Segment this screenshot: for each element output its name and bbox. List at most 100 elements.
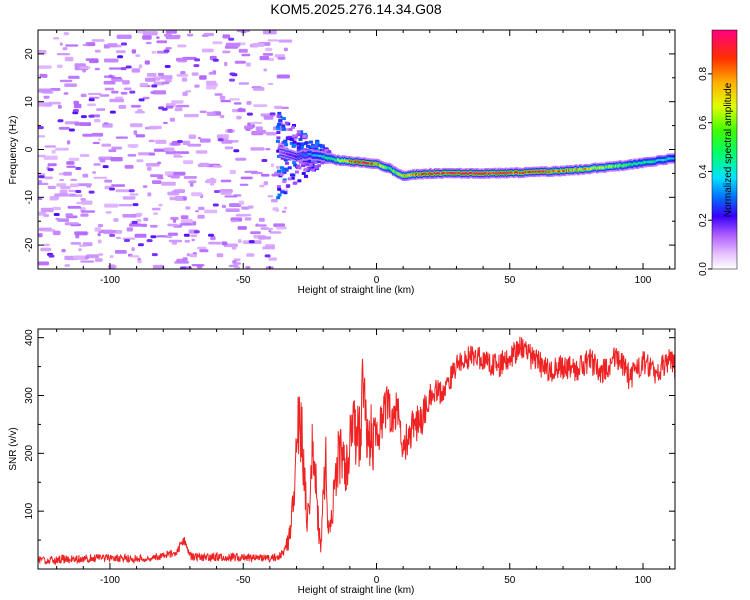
noise-cell bbox=[153, 81, 165, 86]
onset-cell bbox=[292, 144, 297, 148]
onset-cell bbox=[281, 167, 286, 171]
noise-cell bbox=[38, 261, 49, 266]
noise-cell bbox=[138, 64, 143, 69]
noise-cell bbox=[262, 246, 275, 250]
noise-cell bbox=[176, 140, 183, 143]
onset-cell bbox=[286, 184, 291, 188]
spectrogram-frame bbox=[37, 29, 676, 270]
noise-cell bbox=[142, 96, 150, 100]
noise-cell bbox=[125, 65, 132, 69]
onset-cell bbox=[311, 145, 315, 149]
onset-cell bbox=[296, 149, 301, 153]
onset-cell bbox=[294, 134, 298, 138]
noise-cell bbox=[62, 47, 68, 51]
noise-cell bbox=[73, 255, 86, 260]
noise-cell bbox=[38, 211, 47, 216]
noise-cell bbox=[109, 187, 115, 191]
noise-cell bbox=[233, 102, 242, 105]
y-tick-label: 300 bbox=[24, 387, 35, 404]
onset-cell bbox=[292, 181, 297, 185]
noise-cell bbox=[94, 49, 101, 53]
onset-cell bbox=[292, 161, 297, 164]
noise-cell bbox=[115, 189, 130, 193]
noise-cell bbox=[210, 236, 216, 241]
noise-cell bbox=[161, 181, 176, 186]
noise-cell bbox=[152, 90, 167, 95]
noise-cell bbox=[224, 146, 234, 150]
noise-cell bbox=[115, 236, 122, 240]
noise-cell bbox=[99, 94, 110, 97]
onset-cell bbox=[304, 167, 309, 171]
noise-cell bbox=[204, 209, 218, 214]
onset-cell bbox=[297, 179, 302, 183]
noise-cell bbox=[252, 87, 265, 91]
noise-cell bbox=[180, 215, 189, 219]
noise-cell bbox=[74, 231, 88, 236]
noise-cell bbox=[48, 254, 55, 258]
noise-cell bbox=[88, 190, 95, 194]
noise-cell bbox=[92, 171, 97, 174]
noise-cell bbox=[255, 224, 267, 227]
noise-cell bbox=[67, 205, 81, 209]
noise-cell bbox=[97, 239, 102, 244]
noise-cell bbox=[153, 76, 162, 79]
noise-cell bbox=[109, 110, 116, 114]
noise-cell bbox=[161, 107, 168, 111]
noise-cell bbox=[171, 142, 181, 146]
onset-cell bbox=[277, 193, 282, 197]
noise-cell bbox=[65, 44, 79, 47]
noise-cell bbox=[127, 144, 139, 148]
noise-cell bbox=[168, 239, 183, 243]
noise-cell bbox=[186, 253, 191, 257]
onset-cell bbox=[291, 173, 296, 177]
noise-cell bbox=[238, 82, 250, 85]
noise-cell bbox=[88, 114, 95, 118]
noise-cell bbox=[80, 198, 86, 201]
noise-cell bbox=[258, 236, 272, 240]
noise-cell bbox=[135, 54, 141, 57]
noise-cell bbox=[184, 90, 192, 93]
noise-cell bbox=[70, 178, 77, 181]
noise-cell bbox=[70, 242, 81, 245]
noise-cell bbox=[165, 105, 174, 109]
onset-cell bbox=[307, 167, 312, 170]
noise-cell bbox=[269, 112, 276, 116]
colorbar-tick-label: 0.6 bbox=[698, 115, 709, 129]
noise-cell bbox=[283, 47, 288, 52]
snr-ticks: -100 -50 0 50 100 100 200 300 400 bbox=[24, 329, 675, 586]
noise-cell bbox=[229, 169, 236, 175]
noise-cell bbox=[123, 87, 132, 91]
noise-cell bbox=[174, 107, 183, 112]
noise-cell bbox=[98, 253, 104, 256]
noise-cell bbox=[229, 98, 240, 101]
noise-cell bbox=[208, 241, 222, 245]
x-tick-label: -50 bbox=[236, 275, 251, 286]
noise-cell bbox=[262, 53, 274, 56]
noise-cell bbox=[163, 49, 170, 53]
noise-cell bbox=[44, 176, 53, 180]
noise-cell bbox=[181, 219, 193, 224]
noise-cell bbox=[122, 214, 137, 218]
noise-cell bbox=[142, 185, 148, 188]
onset-cell bbox=[279, 144, 284, 148]
noise-cell bbox=[63, 171, 72, 176]
noise-cell bbox=[74, 122, 87, 126]
onset-cell bbox=[298, 160, 303, 164]
noise-cell bbox=[151, 207, 161, 211]
y-tick-label: 10 bbox=[24, 96, 35, 108]
noise-cell bbox=[176, 74, 189, 77]
noise-cell bbox=[151, 253, 158, 257]
noise-cell bbox=[224, 195, 238, 198]
noise-cell bbox=[80, 213, 89, 217]
onset-cell bbox=[279, 173, 284, 176]
noise-cell bbox=[169, 117, 175, 122]
noise-cell bbox=[221, 204, 227, 209]
noise-cell bbox=[98, 138, 102, 141]
noise-cell bbox=[58, 126, 70, 130]
noise-cell bbox=[173, 155, 183, 158]
noise-cell bbox=[118, 35, 130, 38]
colorbar-tick-label: 0.0 bbox=[698, 262, 709, 276]
noise-cell bbox=[281, 210, 287, 213]
noise-cell bbox=[142, 35, 152, 40]
noise-cell bbox=[260, 173, 270, 177]
